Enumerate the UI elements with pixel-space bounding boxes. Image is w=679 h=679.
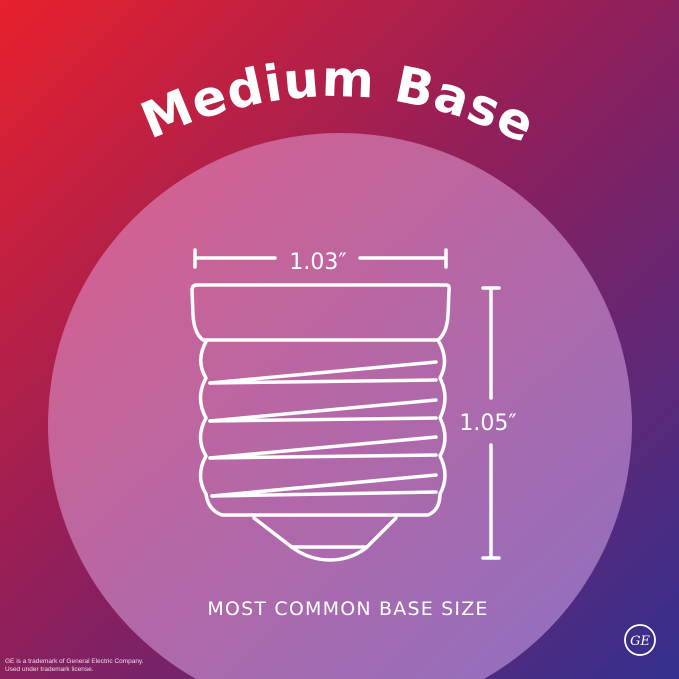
trademark-line-1: GE is a trademark of General Electric Co… bbox=[5, 658, 144, 665]
background-circle bbox=[47, 132, 633, 679]
base-threads bbox=[198, 338, 447, 517]
thread-lines bbox=[208, 360, 438, 498]
ge-logo-icon: GE bbox=[624, 624, 656, 656]
ge-logo-text: GE bbox=[630, 634, 650, 649]
width-label: 1.03″ bbox=[289, 250, 346, 275]
height-label: 1.05″ bbox=[459, 411, 516, 436]
caption: MOST COMMON BASE SIZE bbox=[207, 598, 488, 620]
base-contact-tip bbox=[252, 516, 398, 562]
trademark-line-2: Used under trademark license. bbox=[5, 666, 94, 673]
trademark-notice: GE is a trademark of General Electric Co… bbox=[5, 658, 144, 674]
base-outline bbox=[190, 248, 501, 562]
